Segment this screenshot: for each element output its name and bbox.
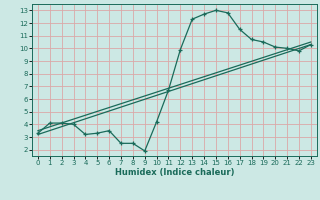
- X-axis label: Humidex (Indice chaleur): Humidex (Indice chaleur): [115, 168, 234, 177]
